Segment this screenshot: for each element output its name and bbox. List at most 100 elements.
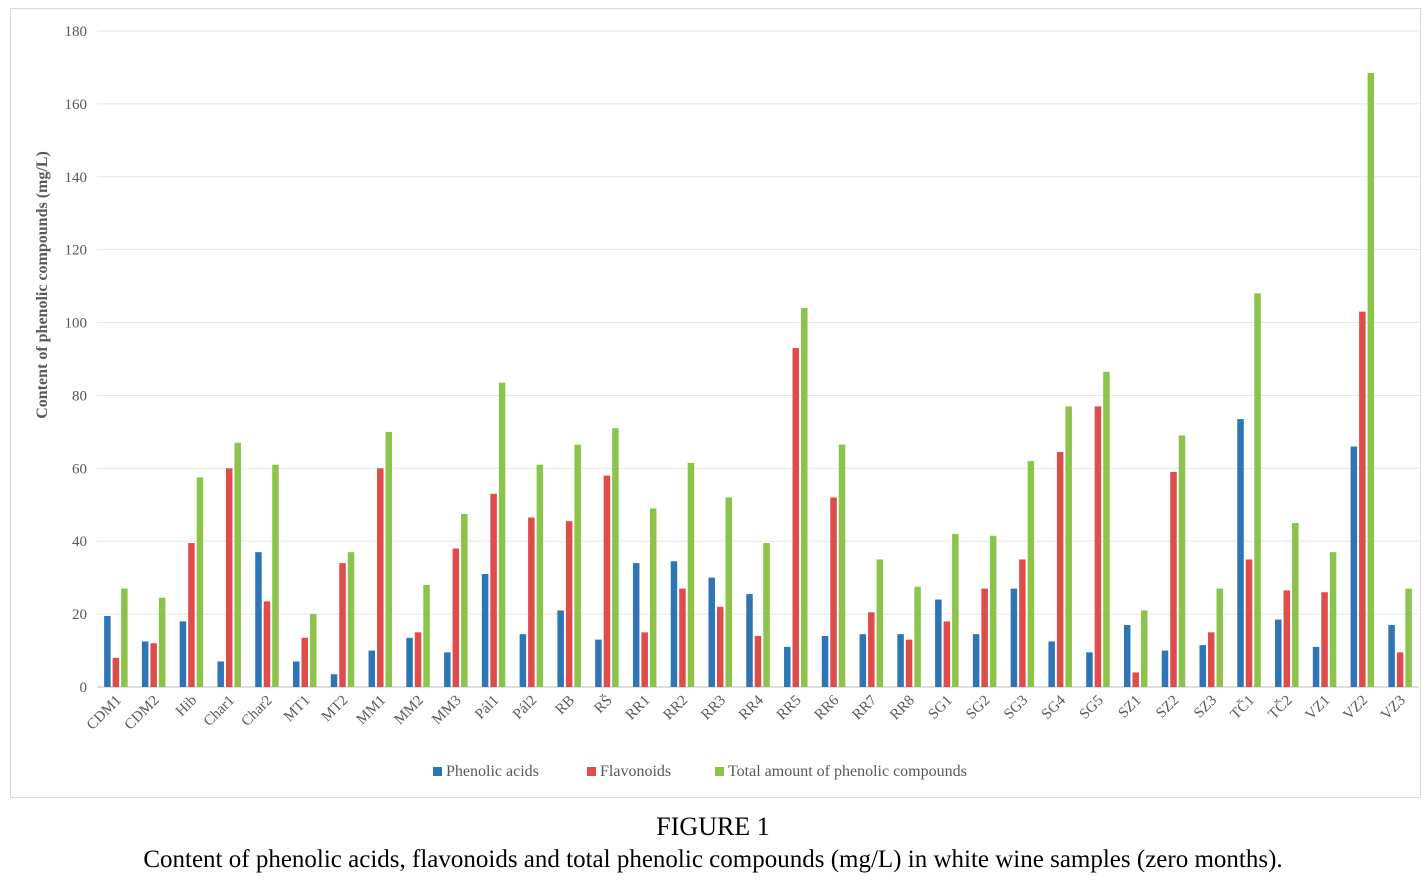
legend-label: Total amount of phenolic compounds [728,763,967,780]
bar-RR3-flavonoids [716,606,724,687]
y-tick-label: 140 [65,170,88,186]
x-tick-label: SG5 [1077,693,1107,723]
x-tick-label: RR3 [698,693,729,724]
bar-VZ2-flavonoids [1359,311,1366,687]
legend-swatch [715,767,724,776]
bar-RR6-total-amount-of-phenolic-compounds [838,444,846,687]
legend-swatch [587,767,596,776]
bar-RR1-phenolic-acids [632,563,640,687]
bar-RB-flavonoids [565,521,573,687]
bar-SZ2-total-amount-of-phenolic-compounds [1178,435,1186,687]
bar-MT2-phenolic-acids [330,674,338,687]
bar-RB-phenolic-acids [557,610,564,687]
x-tick-label: MM2 [391,693,426,728]
x-tick-label: VZ3 [1378,693,1409,724]
y-tick-label: 160 [65,97,88,113]
bar-RR5-phenolic-acids [784,646,791,687]
bar-SZ3-total-amount-of-phenolic-compounds [1216,588,1224,687]
bar-SG4-phenolic-acids [1048,641,1055,687]
bar-VZ1-phenolic-acids [1312,646,1320,687]
bar-RR4-flavonoids [754,635,762,687]
bars [104,72,1412,687]
bar-SG4-flavonoids [1056,451,1064,687]
bar-CDM2-total-amount-of-phenolic-compounds [158,597,166,687]
x-tick-label: Pál1 [472,693,502,723]
bar-SG3-flavonoids [1019,559,1026,687]
bar-MT1-total-amount-of-phenolic-compounds [309,614,317,687]
bar-VZ2-total-amount-of-phenolic-compounds [1367,72,1375,687]
legend-label: Phenolic acids [446,763,539,780]
bar-CDM2-phenolic-acids [141,641,149,687]
bar-RR1-total-amount-of-phenolic-compounds [649,508,657,687]
legend-label: Flavonoids [600,763,671,780]
bar-SZ1-total-amount-of-phenolic-compounds [1140,610,1148,687]
bar-MM1-total-amount-of-phenolic-compounds [385,431,393,687]
bar-RR2-flavonoids [679,588,686,687]
y-tick-label: 20 [72,607,87,623]
bar-SG1-total-amount-of-phenolic-compounds [952,533,959,687]
bar-RR3-total-amount-of-phenolic-compounds [725,497,732,687]
bar-MM1-phenolic-acids [368,650,376,687]
bar-RR7-total-amount-of-phenolic-compounds [876,559,884,687]
bar-Hib-phenolic-acids [179,621,187,687]
bar-SZ3-flavonoids [1208,632,1215,687]
bar-Pál2-flavonoids [528,517,535,687]
bar-TČ1-flavonoids [1245,559,1253,687]
x-tick-label: TČ2 [1265,692,1296,723]
bar-VZ1-flavonoids [1321,592,1328,687]
bar-SG3-phenolic-acids [1010,588,1018,687]
bar-RR5-total-amount-of-phenolic-compounds [801,307,808,687]
bar-MM3-phenolic-acids [444,652,451,687]
bar-SG5-flavonoids [1094,406,1102,687]
x-tick-label: RR4 [736,692,767,723]
x-tick-label: VZ2 [1340,693,1371,724]
y-tick-label: 60 [72,461,87,477]
bar-MM3-total-amount-of-phenolic-compounds [461,513,468,687]
x-tick-label: MT2 [319,693,352,726]
bar-Pál1-phenolic-acids [481,574,489,687]
x-tick-label: TČ1 [1227,692,1258,723]
x-tick-label: RR8 [887,693,918,724]
bar-TČ2-flavonoids [1283,590,1291,687]
x-tick-label: CDM2 [122,693,163,734]
x-tick-label: RR5 [774,693,805,724]
bar-SZ3-phenolic-acids [1199,645,1207,687]
bar-TČ2-total-amount-of-phenolic-compounds [1292,523,1299,687]
x-tick-label: Pál2 [510,693,540,723]
x-tick-label: SZ2 [1153,693,1182,722]
bar-MM2-phenolic-acids [406,637,413,687]
x-tick-label: SZ3 [1191,693,1220,722]
x-tick-label: SG2 [963,693,993,723]
x-tick-label: MT1 [281,693,314,726]
x-tick-label: RR2 [661,693,692,724]
x-tick-label: RB [553,693,578,718]
bar-Hib-flavonoids [188,543,195,687]
bar-RR6-flavonoids [830,497,837,687]
bar-RR6-phenolic-acids [821,635,829,687]
bar-RŠ-flavonoids [603,475,611,687]
y-tick-label: 40 [72,534,87,550]
bar-RR8-phenolic-acids [897,634,904,687]
y-axis-ticks: 0 20 40 60 80 100 120 140 160 180 [65,24,88,696]
bar-SG5-phenolic-acids [1086,652,1093,687]
bar-SG5-total-amount-of-phenolic-compounds [1103,371,1110,687]
y-axis-title: Content of phenolic compounds (mg/L) [34,151,51,419]
y-tick-label: 180 [65,24,88,40]
x-tick-label: RR6 [812,692,843,723]
bar-RR2-total-amount-of-phenolic-compounds [687,462,695,687]
gridlines [97,30,1419,688]
bar-RR2-phenolic-acids [670,561,678,687]
bar-SG2-total-amount-of-phenolic-compounds [989,535,997,687]
bar-SG3-total-amount-of-phenolic-compounds [1027,461,1035,687]
bar-Char1-phenolic-acids [217,661,224,687]
bar-VZ3-phenolic-acids [1388,625,1395,687]
bar-VZ3-flavonoids [1396,652,1404,687]
bar-SG2-flavonoids [981,588,988,687]
bar-Char2-total-amount-of-phenolic-compounds [272,464,279,687]
bar-Pál1-flavonoids [490,493,497,687]
bar-RR8-flavonoids [905,639,913,687]
x-tick-label: CDM1 [84,693,125,734]
bar-SG1-phenolic-acids [935,599,942,687]
x-tick-label: SG4 [1039,692,1070,723]
